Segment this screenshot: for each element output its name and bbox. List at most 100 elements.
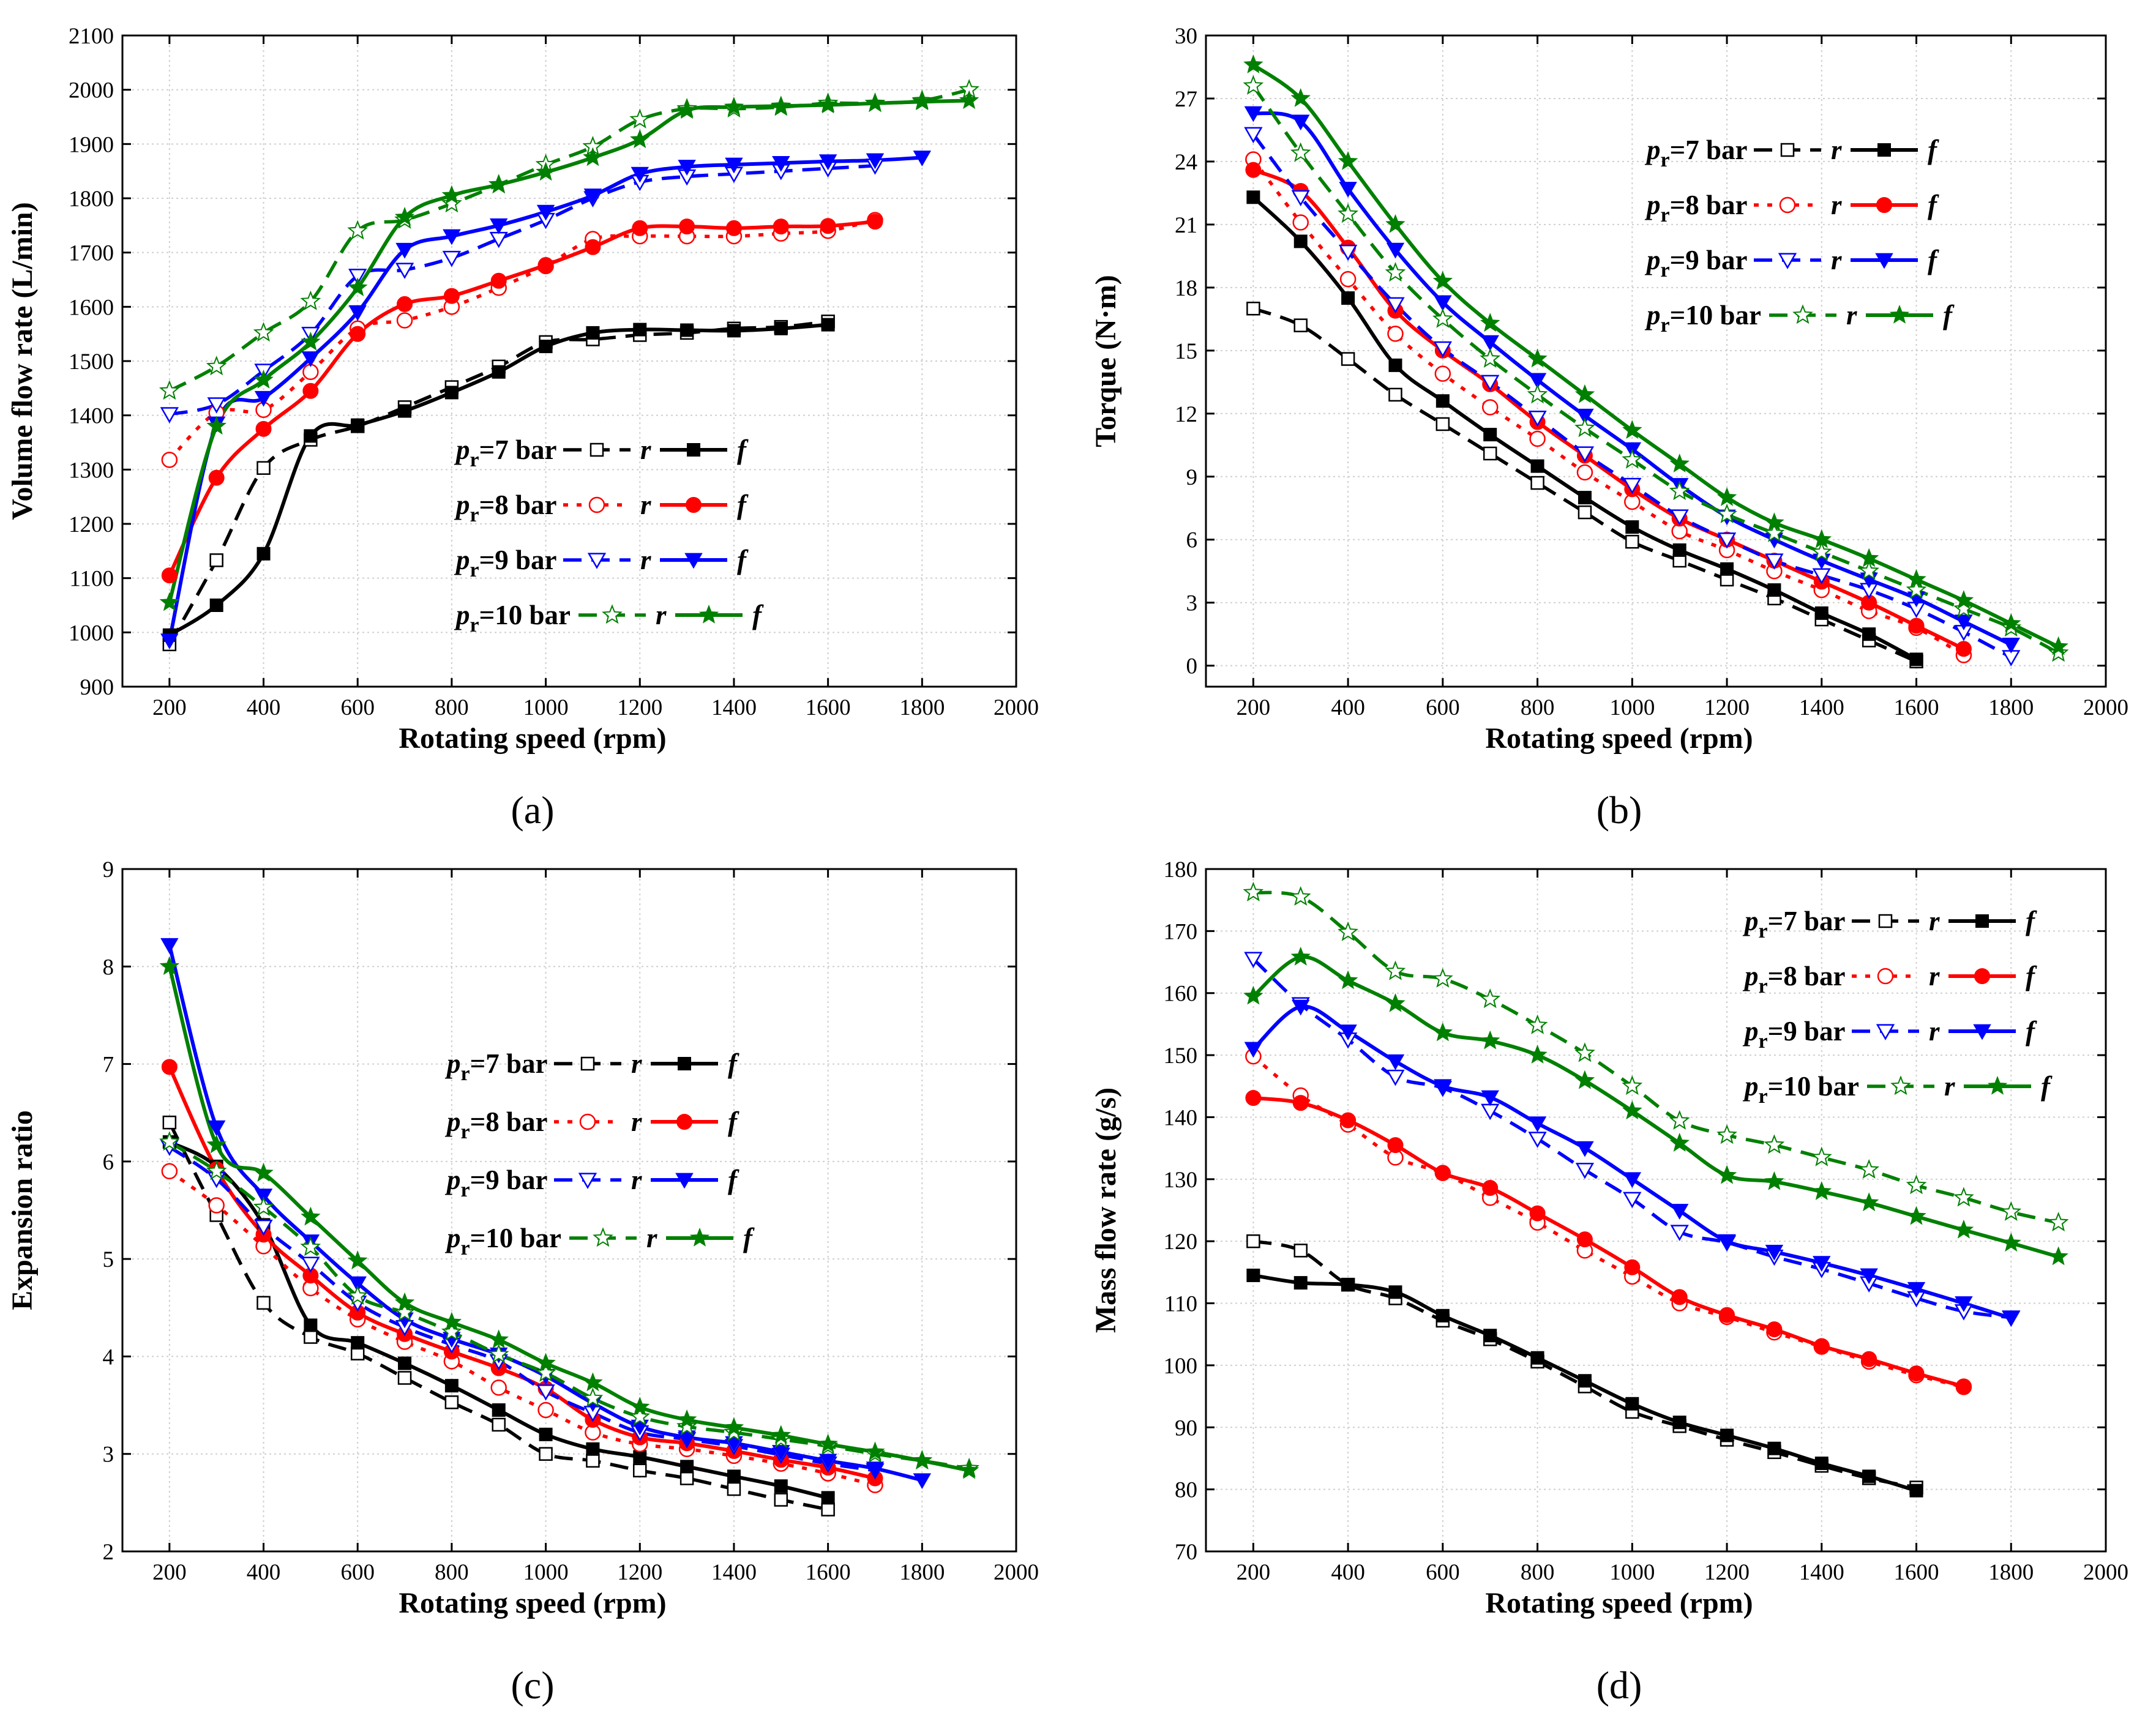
series-line-p7-r	[168, 319, 828, 646]
data-point-p8-r	[1529, 430, 1546, 447]
data-point-p7-f	[821, 1491, 835, 1505]
data-point-p9-f	[1244, 106, 1263, 122]
data-point-p7-f	[1388, 358, 1402, 372]
legend-label: pr=9 bar	[444, 1165, 548, 1201]
data-point-p10-f	[536, 1353, 556, 1372]
data-point-p8-f	[1576, 1231, 1593, 1248]
x-tick-label: 1200	[617, 1560, 662, 1585]
y-tick-label: 1400	[69, 404, 114, 429]
data-point-p9-f	[772, 1445, 790, 1461]
x-tick-label: 400	[1331, 695, 1365, 720]
data-point-p8-r	[1292, 214, 1309, 231]
data-point-p9-r	[1575, 446, 1595, 463]
y-axis-label: Volume flow rate (L/min)	[6, 202, 39, 520]
data-point-p7-r	[1625, 534, 1639, 549]
data-point-p9-f	[1292, 999, 1310, 1016]
data-point-p10-r	[1858, 1159, 1880, 1179]
data-point-p9-f	[1955, 614, 1973, 630]
data-point-p9-f	[1576, 408, 1594, 425]
data-point-p10-f	[912, 91, 932, 110]
data-point-p8-f	[302, 382, 319, 399]
data-point-p9-f	[443, 229, 461, 245]
data-point-p10-r	[1669, 1110, 1690, 1130]
legend-label: pr=7 bar	[444, 1048, 548, 1085]
y-tick-label: 130	[1164, 1168, 1198, 1193]
x-tick-label: 400	[1331, 1560, 1365, 1585]
legend-label: pr=8 bar	[454, 490, 557, 526]
y-tick-label: 1200	[69, 512, 114, 537]
legend-r-label: r	[1846, 300, 1857, 330]
legend-item-p7: pr=7 bar r f	[1742, 906, 2037, 942]
legend-f-label: f	[1943, 300, 1955, 330]
legend-r-label: r	[631, 1106, 642, 1137]
legend-label: pr=8 bar	[444, 1106, 548, 1143]
data-point-p8-f	[1245, 162, 1262, 178]
data-point-p10-r	[2048, 1212, 2069, 1232]
data-point-p9-f	[1528, 373, 1547, 389]
data-point-p10-r	[1480, 988, 1501, 1009]
data-point-p7-f	[1293, 1276, 1308, 1290]
data-point-p8-f	[1482, 1180, 1499, 1196]
legend-r-label: r	[1929, 1016, 1940, 1047]
data-point-p7-f	[774, 1479, 788, 1493]
data-point-p7-f	[1435, 1308, 1450, 1323]
data-point-p9-f	[2002, 1311, 2020, 1327]
data-point-p7-f	[680, 1460, 694, 1474]
legend-f-label: f	[2026, 906, 2037, 936]
y-tick-label: 110	[1164, 1292, 1197, 1317]
data-point-p8-f	[1624, 1259, 1641, 1275]
data-point-p7-f	[821, 318, 835, 332]
y-tick-label: 3	[1186, 591, 1198, 616]
data-point-p10-f	[441, 1312, 462, 1331]
legend-r-label: r	[656, 600, 667, 630]
legend-marker-f	[684, 553, 703, 569]
data-point-p7-r	[492, 1417, 506, 1432]
x-tick-label: 1800	[1988, 1560, 2034, 1585]
gridlines	[122, 35, 1017, 687]
y-tick-label: 1900	[69, 132, 114, 157]
data-point-p10-f	[1385, 214, 1406, 233]
data-point-p10-f	[301, 331, 321, 351]
data-point-p8-f	[161, 567, 178, 584]
legend-f-label: f	[737, 490, 749, 520]
data-point-p7-f	[1767, 583, 1781, 597]
data-point-p9-f	[1813, 1256, 1831, 1272]
data-point-p10-r	[1290, 886, 1311, 906]
legend-marker-r	[1780, 143, 1795, 157]
legend-marker-f	[1876, 197, 1892, 213]
data-point-p8-f	[1671, 1289, 1688, 1305]
data-point-p7-f	[492, 1403, 506, 1417]
data-point-p10-r	[347, 220, 369, 240]
data-point-p9-f	[1434, 295, 1452, 312]
data-point-p9-r	[1765, 553, 1784, 570]
legend-marker-r	[593, 1227, 613, 1247]
legend-label: pr=10 bar	[454, 600, 571, 636]
data-point-p10-r	[253, 1196, 274, 1217]
data-point-p10-f	[1669, 1132, 1690, 1152]
data-point-p9-r	[207, 397, 226, 414]
y-tick-label: 120	[1164, 1230, 1198, 1255]
y-tick-label: 24	[1175, 150, 1197, 175]
data-point-p8-f	[632, 220, 648, 236]
data-point-p10-f	[912, 1450, 932, 1469]
data-point-p7-f	[1720, 1428, 1734, 1442]
data-point-p10-f	[1338, 970, 1358, 990]
data-point-p9-f	[1339, 182, 1357, 198]
data-point-p7-f	[1483, 428, 1497, 442]
data-point-p10-f	[676, 100, 697, 119]
x-tick-label: 1400	[1799, 695, 1844, 720]
x-tick-label: 200	[1237, 695, 1271, 720]
legend: pr=7 bar r f pr=8 bar r f pr=9 bar r f pr=10 bar r…	[1742, 906, 2053, 1108]
legend-marker-r	[588, 496, 605, 513]
data-point-p8-r	[1481, 399, 1499, 416]
data-point-p10-f	[959, 90, 979, 110]
data-point-p9-f	[1386, 242, 1405, 259]
data-point-p7-f	[1246, 190, 1260, 204]
data-point-p9-f	[536, 204, 555, 221]
legend-item-p8: pr=8 bar r f	[454, 490, 749, 526]
y-tick-label: 30	[1175, 24, 1197, 49]
data-point-p7-r	[1388, 387, 1402, 402]
data-point-p8-f	[1955, 641, 1972, 657]
data-point-p8-f	[1245, 1090, 1262, 1106]
